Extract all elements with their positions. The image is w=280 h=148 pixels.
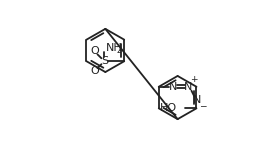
Text: NH: NH bbox=[105, 42, 122, 53]
Text: N: N bbox=[193, 95, 202, 106]
Text: S: S bbox=[101, 56, 108, 66]
Text: O: O bbox=[90, 66, 99, 76]
Text: N: N bbox=[184, 82, 193, 92]
Text: 2: 2 bbox=[116, 46, 121, 55]
Text: HO: HO bbox=[160, 103, 177, 113]
Text: +: + bbox=[190, 75, 197, 84]
Text: O: O bbox=[90, 46, 99, 56]
Text: −: − bbox=[199, 101, 206, 110]
Text: N: N bbox=[169, 82, 177, 92]
